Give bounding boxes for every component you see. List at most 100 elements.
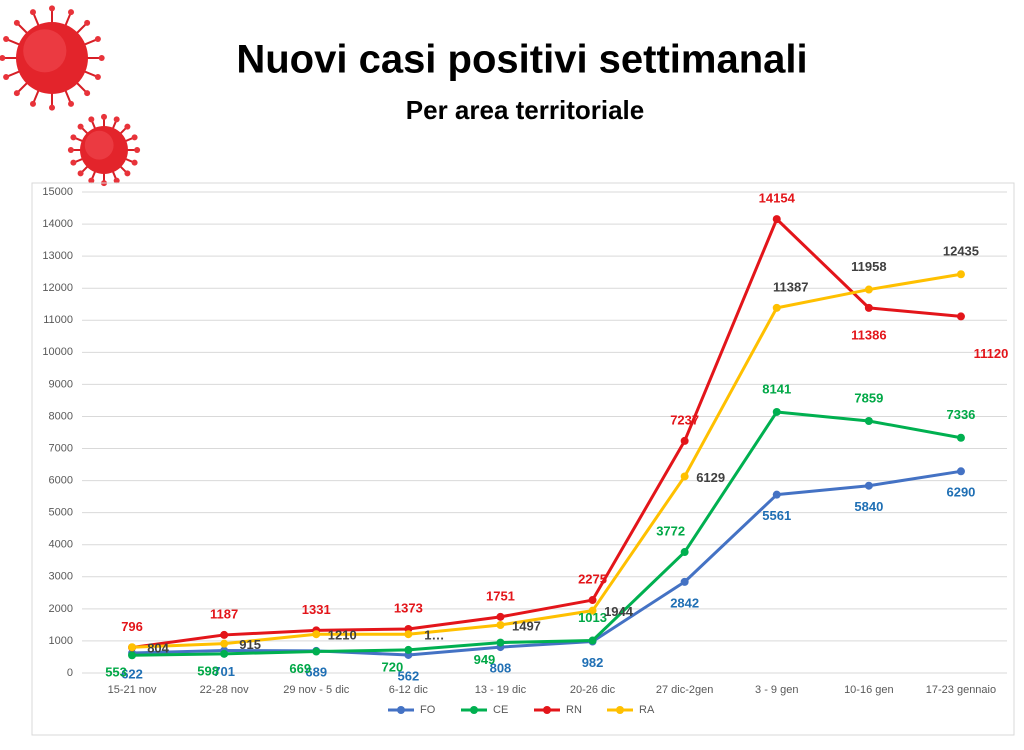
data-point [680, 548, 689, 557]
virus-spike-tip [68, 100, 75, 107]
x-tick-label: 22-28 nov [200, 684, 249, 696]
virus-spike-tip [98, 55, 105, 61]
x-tick-label: 29 nov - 5 dic [283, 684, 350, 696]
y-tick-label: 9000 [49, 378, 73, 390]
series-line [131, 272, 962, 649]
virus-spike-tip [70, 159, 77, 166]
y-tick-label: 0 [67, 667, 73, 679]
data-label: 2275 [578, 571, 607, 586]
data-label: 5840 [854, 499, 883, 514]
data-point [864, 481, 873, 490]
virus-spike-tip [68, 9, 75, 16]
virus-spike-tip [49, 5, 55, 12]
data-label: 949 [474, 652, 496, 667]
data-point [312, 630, 321, 639]
y-tick-label: 10000 [42, 346, 73, 358]
virus-spike-tip [29, 9, 36, 16]
data-label: 8141 [762, 381, 791, 396]
data-label: 3772 [656, 523, 685, 538]
y-tick-label: 11000 [43, 314, 73, 326]
y-tick-label: 14000 [42, 218, 73, 230]
virus-spike-tip [3, 35, 10, 42]
data-label: 1751 [486, 588, 515, 603]
data-label: 1497 [512, 618, 541, 633]
data-point [496, 620, 505, 629]
x-tick-label: 20-26 dic [570, 684, 616, 696]
data-label: 808 [490, 661, 512, 676]
legend-label: CE [493, 704, 508, 716]
legend-marker [470, 706, 478, 714]
series-line [131, 217, 962, 649]
data-label: 1… [424, 628, 444, 643]
data-label: 982 [582, 655, 604, 670]
data-label: 7859 [854, 390, 883, 405]
chart-title: Nuovi casi positivi settimanali [236, 38, 807, 82]
virus-spike-tip [0, 55, 6, 61]
x-tick-label: 27 dic-2gen [656, 684, 714, 696]
data-label: 1013 [578, 610, 607, 625]
y-tick-label: 6000 [49, 475, 73, 487]
virus-spike-tip [131, 134, 138, 141]
data-label: 701 [213, 664, 235, 679]
chart-frame [31, 182, 1015, 736]
data-point [404, 630, 413, 639]
data-label: 562 [397, 668, 419, 683]
data-point [404, 645, 413, 654]
legend-label: FO [420, 704, 436, 716]
data-point [956, 467, 965, 476]
data-label: 804 [147, 641, 169, 656]
data-label: 915 [239, 637, 261, 652]
virus-spike-tip [3, 74, 10, 81]
data-label: 7336 [946, 407, 975, 422]
data-label: 11387 [773, 279, 808, 294]
data-point [680, 436, 689, 445]
data-point [864, 285, 873, 294]
virus-spike-tip [94, 74, 101, 81]
data-point [864, 303, 873, 312]
x-tick-label: 15-21 nov [108, 684, 157, 696]
y-tick-label: 15000 [42, 186, 73, 198]
data-label: 1944 [604, 604, 634, 619]
virus-spike-tip [49, 104, 55, 111]
legend-label: RN [566, 704, 582, 716]
data-point [956, 270, 965, 279]
virus-spike-tip [124, 170, 131, 177]
data-label: 7237 [670, 412, 699, 427]
data-label: 1331 [302, 602, 331, 617]
data-point [220, 649, 229, 658]
data-point [128, 643, 137, 652]
data-label: 669 [289, 661, 311, 676]
data-point [496, 638, 505, 647]
data-label: 14154 [759, 191, 796, 206]
virus-spike-tip [131, 159, 138, 166]
data-point [956, 433, 965, 442]
data-point [772, 215, 781, 224]
data-point [220, 639, 229, 648]
x-tick-label: 10-16 gen [844, 684, 894, 696]
virus-spike-tip [113, 177, 120, 184]
data-label: 6290 [946, 485, 975, 500]
legend-label: RA [639, 704, 655, 716]
data-point [220, 630, 229, 639]
data-point [588, 606, 597, 615]
data-label: 11120 [974, 346, 1009, 361]
virus-spike-tip [124, 123, 131, 130]
y-tick-label: 1000 [49, 635, 73, 647]
data-label: 622 [121, 666, 143, 681]
virus-spike-tip [88, 116, 95, 123]
data-label: 5561 [762, 508, 791, 523]
data-label: 1210 [328, 628, 357, 643]
virus-spike-tip [101, 113, 107, 120]
virus-spike-tip [94, 35, 101, 42]
virus-spike-tip [113, 116, 120, 123]
legend-marker [397, 706, 405, 714]
data-point [312, 647, 321, 656]
data-point [864, 416, 873, 425]
data-point [680, 472, 689, 481]
data-point [772, 407, 781, 416]
data-label: 11958 [851, 259, 886, 274]
virus-spike-tip [77, 123, 84, 130]
data-label: 2842 [670, 595, 699, 610]
